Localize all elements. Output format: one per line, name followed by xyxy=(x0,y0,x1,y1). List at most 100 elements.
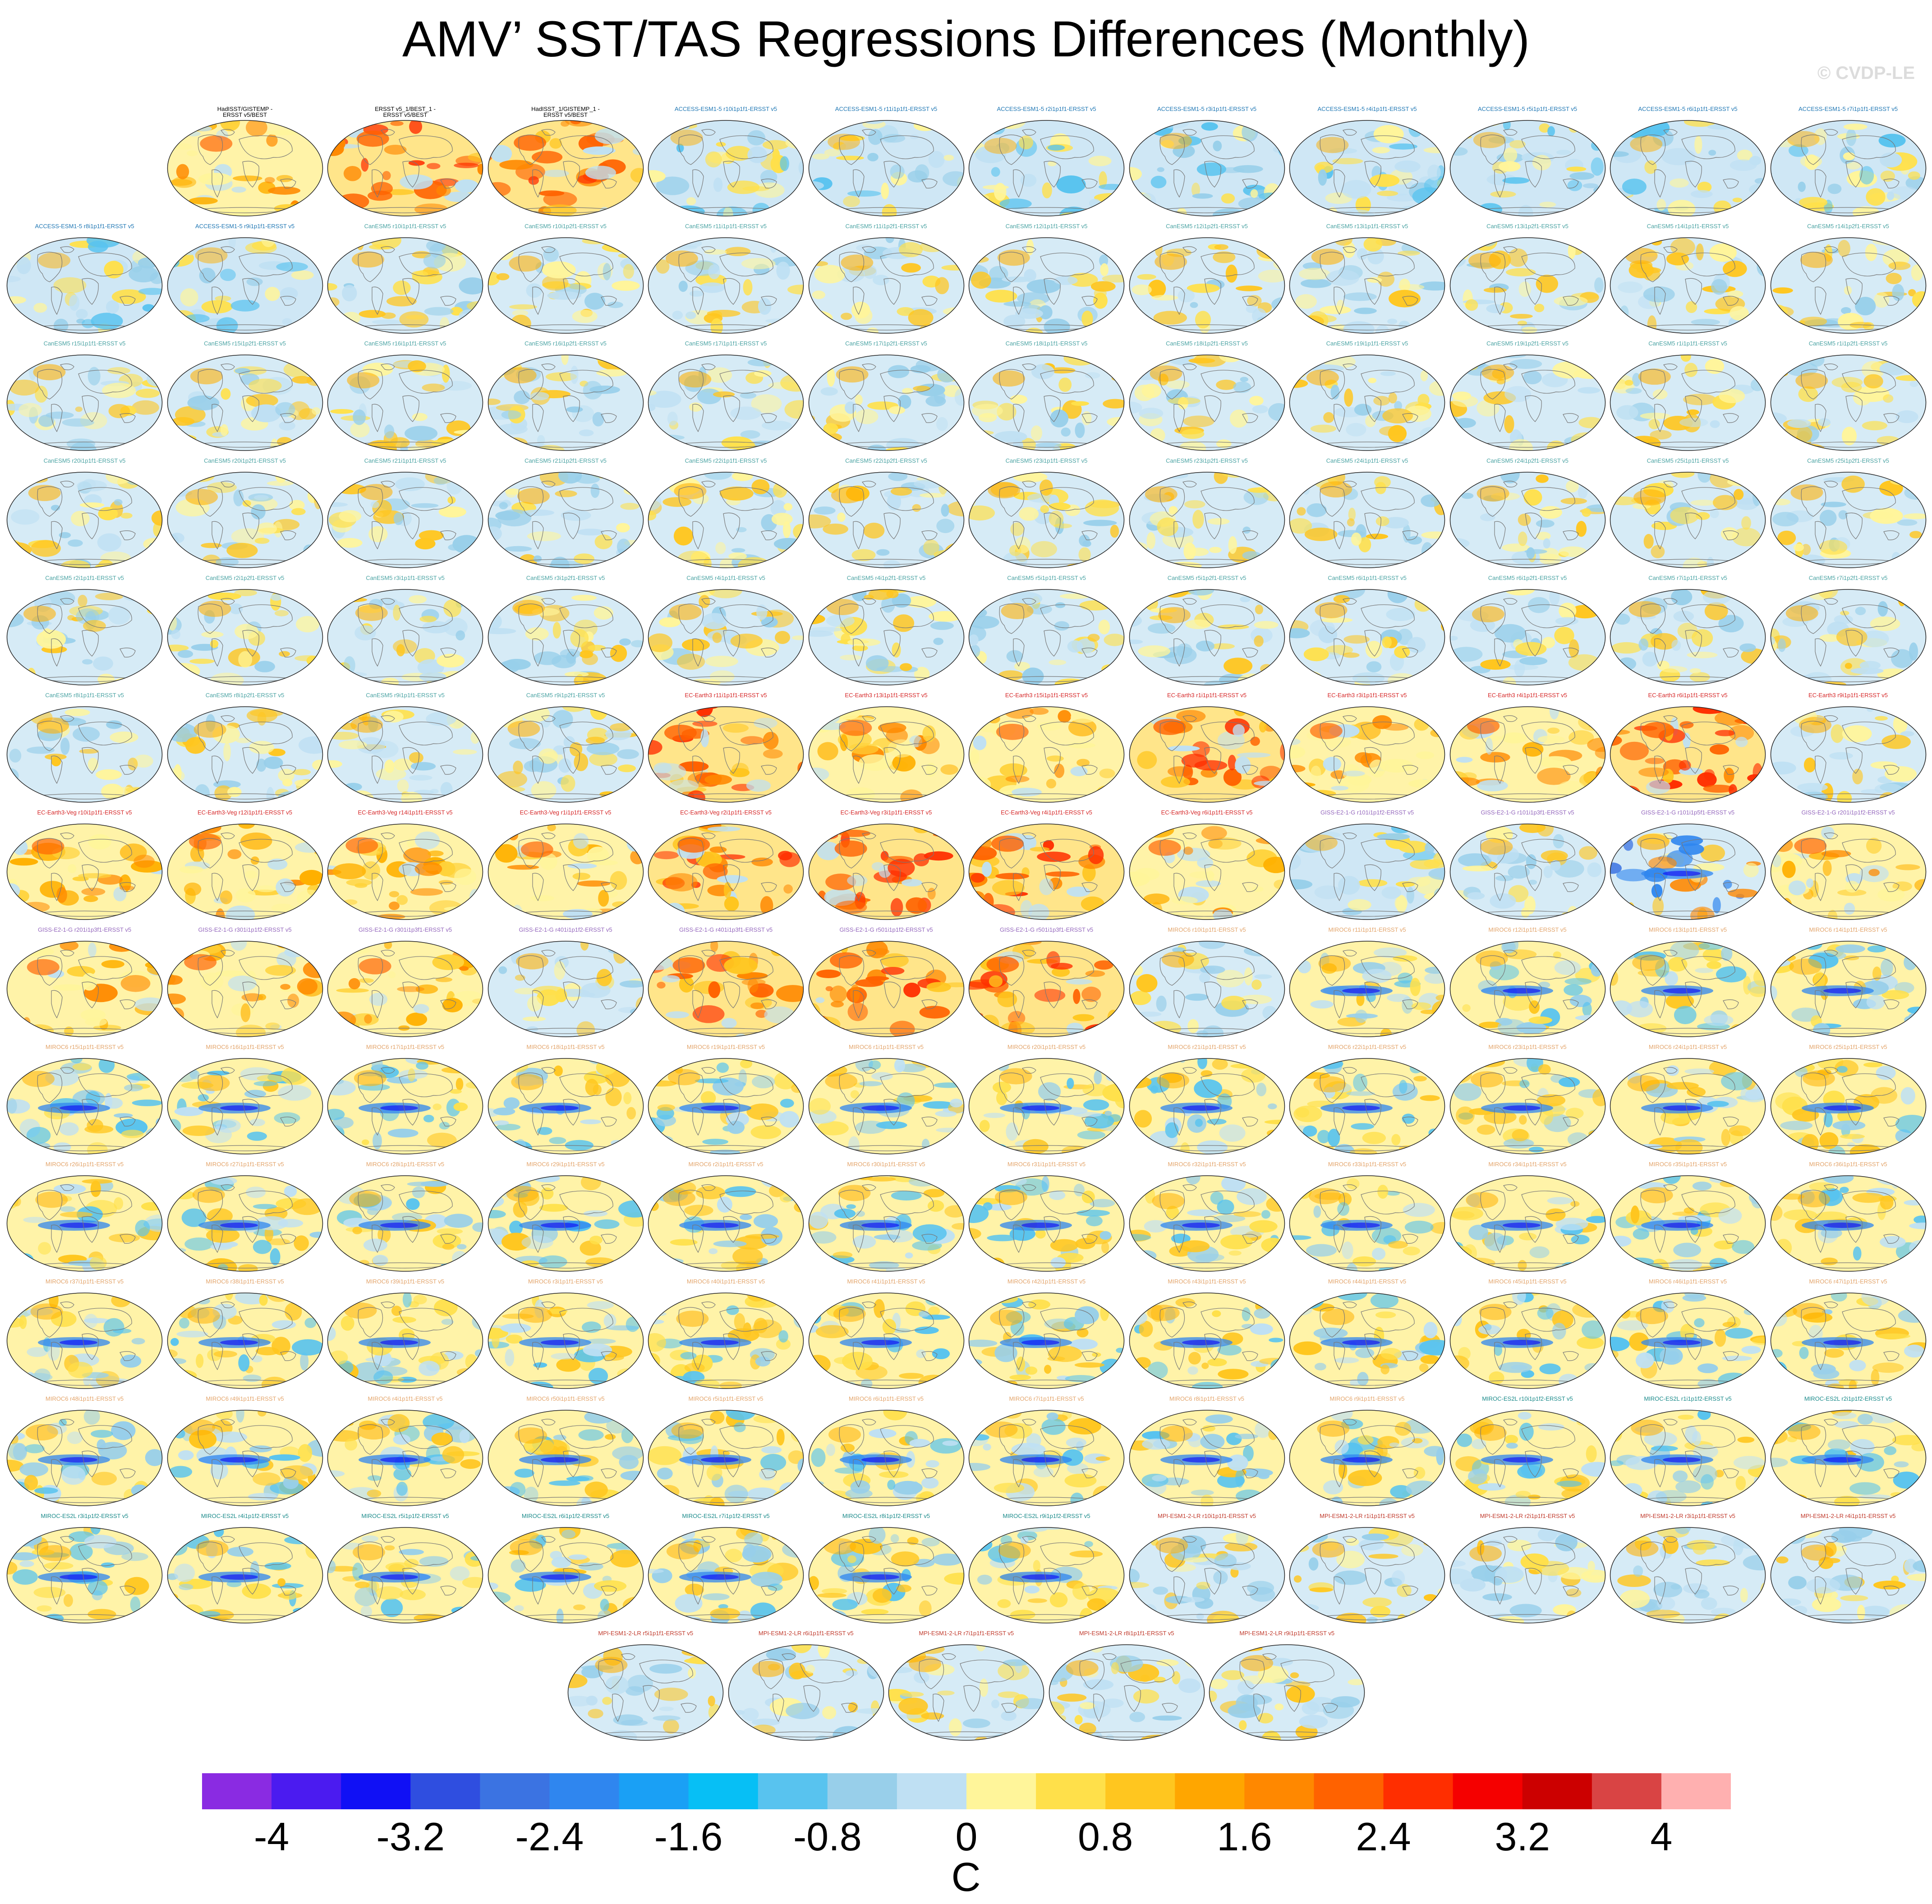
coastline xyxy=(198,252,223,282)
coastline xyxy=(1663,598,1678,605)
coastline xyxy=(380,1536,395,1543)
coastline xyxy=(879,253,934,276)
map-panel: CanESM5 r19i1p2f1-ERSST v5 xyxy=(1449,340,1606,453)
map-panel: CanESM5 r9i1p1f1-ERSST v5 xyxy=(327,692,483,805)
coastline xyxy=(1342,950,1357,957)
coastline xyxy=(1654,990,1666,1019)
map-panel: ERSST v5_1/BEST_1 - ERSST v5/BEST xyxy=(327,106,483,219)
coastline xyxy=(242,1099,259,1126)
panel-label: GISS-E2-1-G r201i1p3f1-ERSST v5 xyxy=(37,927,132,933)
map-panel: GISS-E2-1-G r401i1p1f2-ERSST v5 xyxy=(488,927,644,1039)
coastline xyxy=(1814,404,1826,432)
coastline xyxy=(220,832,235,839)
coastline xyxy=(1654,1224,1666,1253)
coastline xyxy=(1521,722,1575,745)
coastline xyxy=(1480,1424,1505,1455)
coastline xyxy=(559,956,613,980)
coastline xyxy=(1823,1419,1838,1426)
coastline xyxy=(1040,839,1094,863)
coastline xyxy=(1242,1468,1258,1478)
coastline xyxy=(1173,1224,1185,1253)
coastline xyxy=(1040,1542,1094,1566)
coastline xyxy=(242,278,259,305)
coastline xyxy=(1814,1576,1826,1605)
map-panel: CanESM5 r20i1p2f1-ERSST v5 xyxy=(167,458,323,570)
coastline xyxy=(921,179,938,189)
panel-label: CanESM5 r13i1p2f1-ERSST v5 xyxy=(1486,223,1569,230)
coastline xyxy=(1845,278,1863,305)
map-panel: CanESM5 r6i1p2f1-ERSST v5 xyxy=(1449,575,1606,688)
map-field xyxy=(327,472,483,568)
coastline xyxy=(562,395,580,422)
coastline xyxy=(399,1542,453,1566)
colorbar-tick-label: -2.4 xyxy=(515,1814,584,1859)
coastline xyxy=(37,1424,63,1455)
coastline xyxy=(852,1107,865,1136)
map-field xyxy=(1610,354,1766,451)
coastline xyxy=(1801,252,1826,282)
coastline xyxy=(1253,1693,1265,1722)
map-field xyxy=(167,1527,323,1623)
coastline xyxy=(1845,1333,1863,1360)
coastline xyxy=(1081,530,1098,540)
coastline xyxy=(701,481,716,487)
coastline xyxy=(562,1568,580,1595)
map-field xyxy=(488,1175,644,1272)
map-field xyxy=(488,1527,644,1623)
coastline xyxy=(639,1660,693,1683)
coastline xyxy=(692,286,704,315)
coastline xyxy=(120,1586,136,1596)
map-panel: MIROC6 r45i1p1f1-ERSST v5 xyxy=(1449,1279,1606,1391)
map-panel: CanESM5 r2i1p2f1-ERSST v5 xyxy=(167,575,323,688)
coastline xyxy=(1361,722,1415,745)
map-field xyxy=(1770,354,1926,451)
panel-label: EC-Earth3 r3i1p1f1-ERSST v5 xyxy=(1327,692,1407,699)
map-field xyxy=(1289,354,1445,451)
coastline xyxy=(211,1224,223,1253)
coastline xyxy=(1663,715,1678,722)
map-field xyxy=(648,237,804,334)
coastline xyxy=(1200,1542,1255,1566)
coastline xyxy=(402,981,419,1008)
coastline xyxy=(120,1117,136,1127)
coastline xyxy=(883,278,901,305)
coastline xyxy=(1001,1703,1017,1713)
coastline xyxy=(1204,1450,1221,1477)
panel-label: MIROC6 r46i1p1f1-ERSST v5 xyxy=(1648,1279,1727,1285)
coastline xyxy=(600,1351,617,1361)
map-field xyxy=(1129,1527,1285,1623)
panel-label: CanESM5 r4i1p2f1-ERSST v5 xyxy=(846,575,926,581)
colorbar-segment xyxy=(966,1773,1036,1809)
map-field xyxy=(808,941,964,1037)
map-field xyxy=(968,1410,1125,1506)
map-field xyxy=(327,354,483,451)
panel-label: CanESM5 r2i1p2f1-ERSST v5 xyxy=(205,575,285,581)
coastline xyxy=(37,721,63,751)
coastline xyxy=(1320,838,1345,869)
coastline xyxy=(1204,864,1221,891)
coastline xyxy=(1342,1536,1357,1543)
map-panel: ACCESS-ESM1-5 r4i1p1f1-ERSST v5 xyxy=(1289,106,1445,219)
map-field xyxy=(167,354,323,451)
coastline xyxy=(701,715,716,722)
map-panel: MIROC6 r14i1p1f1-ERSST v5 xyxy=(1770,927,1927,1039)
coastline xyxy=(1883,1351,1900,1361)
coastline xyxy=(1402,413,1418,423)
coastline xyxy=(1200,1425,1255,1449)
coastline xyxy=(541,1302,556,1308)
coastline xyxy=(559,1073,613,1097)
coastline xyxy=(532,1107,544,1136)
map-panel: CanESM5 r16i1p2f1-ERSST v5 xyxy=(488,340,644,453)
coastline xyxy=(1334,286,1345,315)
coastline xyxy=(1334,638,1345,667)
coastline xyxy=(1320,1190,1345,1220)
coastline xyxy=(1814,1342,1826,1371)
coastline xyxy=(532,1576,544,1605)
coastline xyxy=(1814,1459,1826,1488)
coastline xyxy=(372,404,383,432)
coastline xyxy=(402,161,419,188)
coastline xyxy=(1402,296,1418,306)
map-panel: MIROC6 r4i1p1f1-ERSST v5 xyxy=(327,1396,483,1508)
panel-label: CanESM5 r25i1p2f1-ERSST v5 xyxy=(1807,458,1889,464)
coastline xyxy=(1841,1073,1896,1097)
